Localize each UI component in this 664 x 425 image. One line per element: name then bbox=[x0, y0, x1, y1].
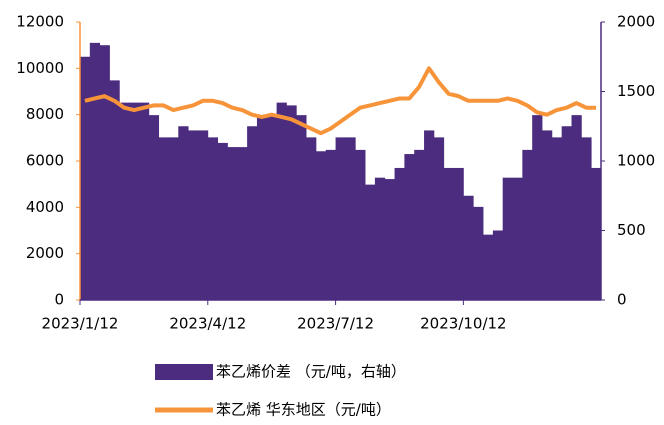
bar bbox=[542, 130, 553, 300]
x-tick-label: 2023/1/12 bbox=[42, 315, 119, 333]
bar bbox=[561, 126, 572, 300]
bar bbox=[188, 130, 199, 300]
bar bbox=[217, 142, 228, 300]
bar bbox=[89, 42, 101, 300]
bar bbox=[148, 115, 160, 300]
bar bbox=[394, 167, 405, 300]
bar bbox=[119, 102, 130, 301]
legend-label: 苯乙烯 华东地区（元/吨） bbox=[216, 401, 391, 419]
y-tick-label: 12000 bbox=[16, 13, 64, 31]
bar bbox=[492, 230, 504, 300]
y2-tick-label: 0 bbox=[617, 291, 627, 309]
bar bbox=[453, 167, 464, 300]
y2-tick-label: 1000 bbox=[617, 152, 655, 170]
bar bbox=[502, 177, 513, 300]
bar bbox=[365, 184, 376, 300]
bar bbox=[237, 147, 248, 300]
legend-label: 苯乙烯价差 （元/吨，右轴） bbox=[216, 363, 406, 381]
bar bbox=[571, 115, 582, 300]
bar bbox=[266, 115, 278, 300]
bar bbox=[306, 137, 317, 300]
bar bbox=[591, 167, 602, 300]
x-tick-label: 2023/10/12 bbox=[420, 315, 506, 333]
bar bbox=[473, 206, 484, 300]
bar bbox=[384, 179, 395, 300]
x-tick-label: 2023/7/12 bbox=[297, 315, 374, 333]
bar bbox=[532, 115, 543, 300]
bar bbox=[551, 137, 563, 300]
bar bbox=[158, 137, 169, 300]
bar bbox=[168, 137, 179, 300]
y2-tick-label: 1500 bbox=[617, 82, 655, 100]
bar bbox=[207, 137, 219, 300]
bar bbox=[522, 149, 533, 300]
y-tick-label: 10000 bbox=[16, 59, 64, 77]
bar bbox=[374, 177, 386, 300]
y2-tick-label: 500 bbox=[617, 221, 646, 239]
y-tick-label: 8000 bbox=[26, 105, 64, 123]
y-tick-label: 0 bbox=[54, 291, 64, 309]
line bbox=[84, 66, 597, 136]
bar bbox=[178, 126, 189, 300]
x-tick-label: 2023/4/12 bbox=[169, 315, 246, 333]
bar bbox=[315, 151, 327, 300]
y-tick-label: 4000 bbox=[26, 198, 64, 216]
y-tick-label: 2000 bbox=[26, 244, 64, 262]
y2-tick-label: 2000 bbox=[617, 13, 655, 31]
bar bbox=[483, 234, 494, 300]
bar bbox=[276, 102, 287, 301]
bar bbox=[197, 130, 209, 300]
bar bbox=[443, 167, 454, 300]
bar bbox=[433, 137, 445, 300]
y-tick-label: 6000 bbox=[26, 152, 64, 170]
bar bbox=[512, 177, 523, 300]
bar bbox=[355, 149, 366, 300]
bar bbox=[286, 105, 297, 301]
bar bbox=[227, 147, 238, 300]
bar bbox=[129, 102, 140, 301]
bar bbox=[424, 130, 435, 300]
bar bbox=[99, 45, 110, 301]
bar bbox=[109, 80, 120, 300]
bar bbox=[256, 115, 268, 300]
bar bbox=[138, 102, 150, 301]
bar bbox=[463, 195, 474, 300]
bar bbox=[80, 56, 91, 300]
bar bbox=[404, 154, 415, 300]
bar bbox=[335, 137, 346, 300]
bar bbox=[247, 126, 258, 300]
bar bbox=[345, 137, 356, 300]
bar bbox=[325, 149, 336, 300]
bar bbox=[296, 115, 307, 300]
bar bbox=[581, 137, 592, 300]
bar bbox=[414, 149, 425, 300]
legend-swatch bbox=[155, 364, 213, 380]
